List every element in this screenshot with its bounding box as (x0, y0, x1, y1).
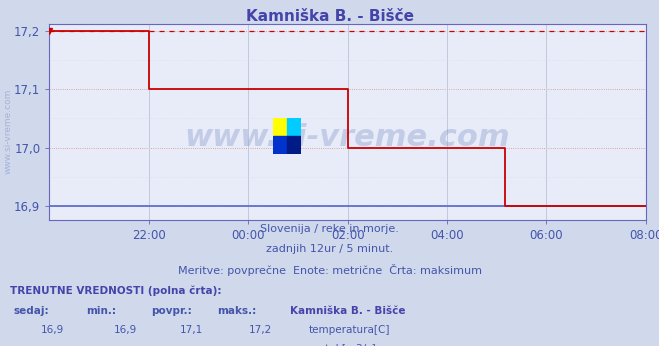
Text: zadnjih 12ur / 5 minut.: zadnjih 12ur / 5 minut. (266, 244, 393, 254)
Text: Kamniška B. - Bišče: Kamniška B. - Bišče (290, 306, 405, 316)
Text: -nan: -nan (113, 344, 137, 346)
Text: maks.:: maks.: (217, 306, 257, 316)
Text: temperatura[C]: temperatura[C] (308, 325, 390, 335)
Text: min.:: min.: (86, 306, 116, 316)
Bar (287, 118, 301, 136)
Text: Slovenija / reke in morje.: Slovenija / reke in morje. (260, 224, 399, 234)
Text: sedaj:: sedaj: (13, 306, 49, 316)
Text: -nan: -nan (248, 344, 272, 346)
Bar (273, 136, 287, 154)
Text: -nan: -nan (179, 344, 203, 346)
Text: -nan: -nan (41, 344, 65, 346)
Text: www.si-vreme.com: www.si-vreme.com (3, 89, 13, 174)
Text: www.si-vreme.com: www.si-vreme.com (185, 123, 511, 152)
Text: povpr.:: povpr.: (152, 306, 192, 316)
Text: Meritve: povprečne  Enote: metrične  Črta: maksimum: Meritve: povprečne Enote: metrične Črta:… (177, 264, 482, 276)
Bar (273, 118, 287, 136)
Text: pretok[m3/s]: pretok[m3/s] (308, 344, 376, 346)
Bar (287, 136, 301, 154)
Text: 16,9: 16,9 (41, 325, 65, 335)
Text: 16,9: 16,9 (113, 325, 137, 335)
Text: TRENUTNE VREDNOSTI (polna črta):: TRENUTNE VREDNOSTI (polna črta): (10, 285, 221, 296)
Text: Kamniška B. - Bišče: Kamniška B. - Bišče (246, 9, 413, 24)
Text: 17,1: 17,1 (179, 325, 203, 335)
Text: 17,2: 17,2 (248, 325, 272, 335)
